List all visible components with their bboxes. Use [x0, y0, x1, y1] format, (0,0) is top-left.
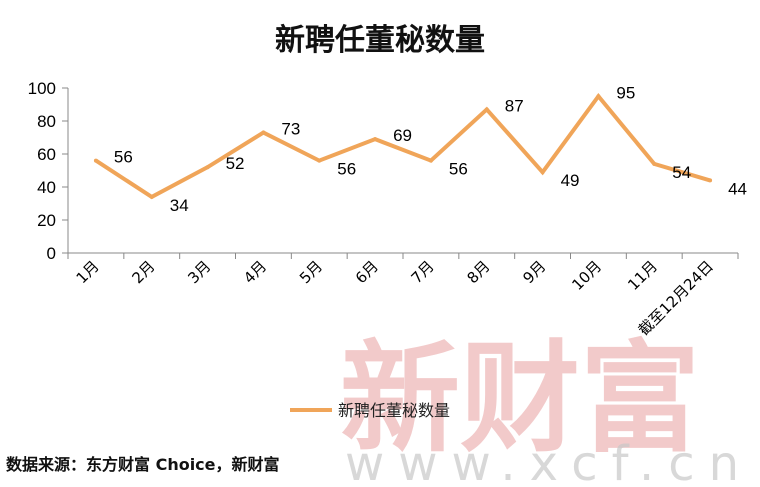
data-point	[596, 94, 601, 99]
y-tick-label: 80	[37, 112, 56, 131]
axes	[67, 88, 738, 254]
x-tick-label: 10月	[568, 257, 605, 294]
data-point	[317, 158, 322, 163]
data-point	[484, 107, 489, 112]
x-tick-label: 7月	[408, 257, 438, 287]
data-label: 95	[616, 83, 635, 102]
data-point	[428, 158, 433, 163]
y-tick-label: 40	[37, 178, 56, 197]
data-label: 69	[393, 126, 412, 145]
source-note: 数据来源：东方财富 Choice，新财富	[6, 455, 280, 474]
data-label: 54	[672, 163, 691, 182]
data-label: 49	[561, 171, 580, 190]
data-point	[205, 165, 210, 170]
x-tick-label: 4月	[240, 257, 270, 287]
series-line-group	[93, 92, 713, 200]
data-label: 73	[281, 120, 300, 139]
legend: 新聘任董秘数量	[290, 401, 450, 420]
x-tick-label: 2月	[128, 257, 158, 287]
y-tick-label: 0	[47, 244, 56, 263]
data-label: 34	[170, 196, 189, 215]
x-tick-label: 3月	[184, 257, 214, 287]
watermark: 新财富 www.xcf.cn	[340, 328, 753, 487]
data-label: 56	[449, 160, 468, 179]
x-tick-label: 11月	[624, 257, 661, 294]
data-point	[149, 194, 154, 199]
y-axis-ticks: 0 20 40 60 80 100	[28, 79, 68, 263]
data-point	[93, 158, 98, 163]
data-point	[540, 170, 545, 175]
watermark-brand: 新财富	[340, 328, 700, 469]
watermark-url: www.xcf.cn	[345, 436, 753, 487]
x-tick-label: 6月	[352, 257, 382, 287]
data-point	[652, 161, 657, 166]
y-tick-label: 20	[37, 211, 56, 230]
data-label: 56	[114, 148, 133, 167]
data-label: 56	[337, 160, 356, 179]
data-label: 44	[728, 179, 747, 198]
data-labels: 56 34 52 73 56 69 56 87 49 95 54 44	[114, 83, 747, 215]
data-point	[708, 178, 713, 183]
y-tick-label: 60	[37, 145, 56, 164]
data-label: 52	[226, 154, 245, 173]
x-tick-label: 9月	[519, 257, 549, 287]
x-tick-label: 1月	[73, 257, 103, 287]
legend-label: 新聘任董秘数量	[338, 401, 450, 420]
data-point	[373, 137, 378, 142]
data-label: 87	[505, 96, 524, 115]
series-line	[94, 92, 711, 200]
x-tick-label: 5月	[296, 257, 326, 287]
data-point	[261, 130, 266, 135]
x-tick-label: 8月	[463, 257, 493, 287]
chart-title: 新聘任董秘数量	[275, 23, 485, 58]
y-tick-label: 100	[28, 79, 56, 98]
